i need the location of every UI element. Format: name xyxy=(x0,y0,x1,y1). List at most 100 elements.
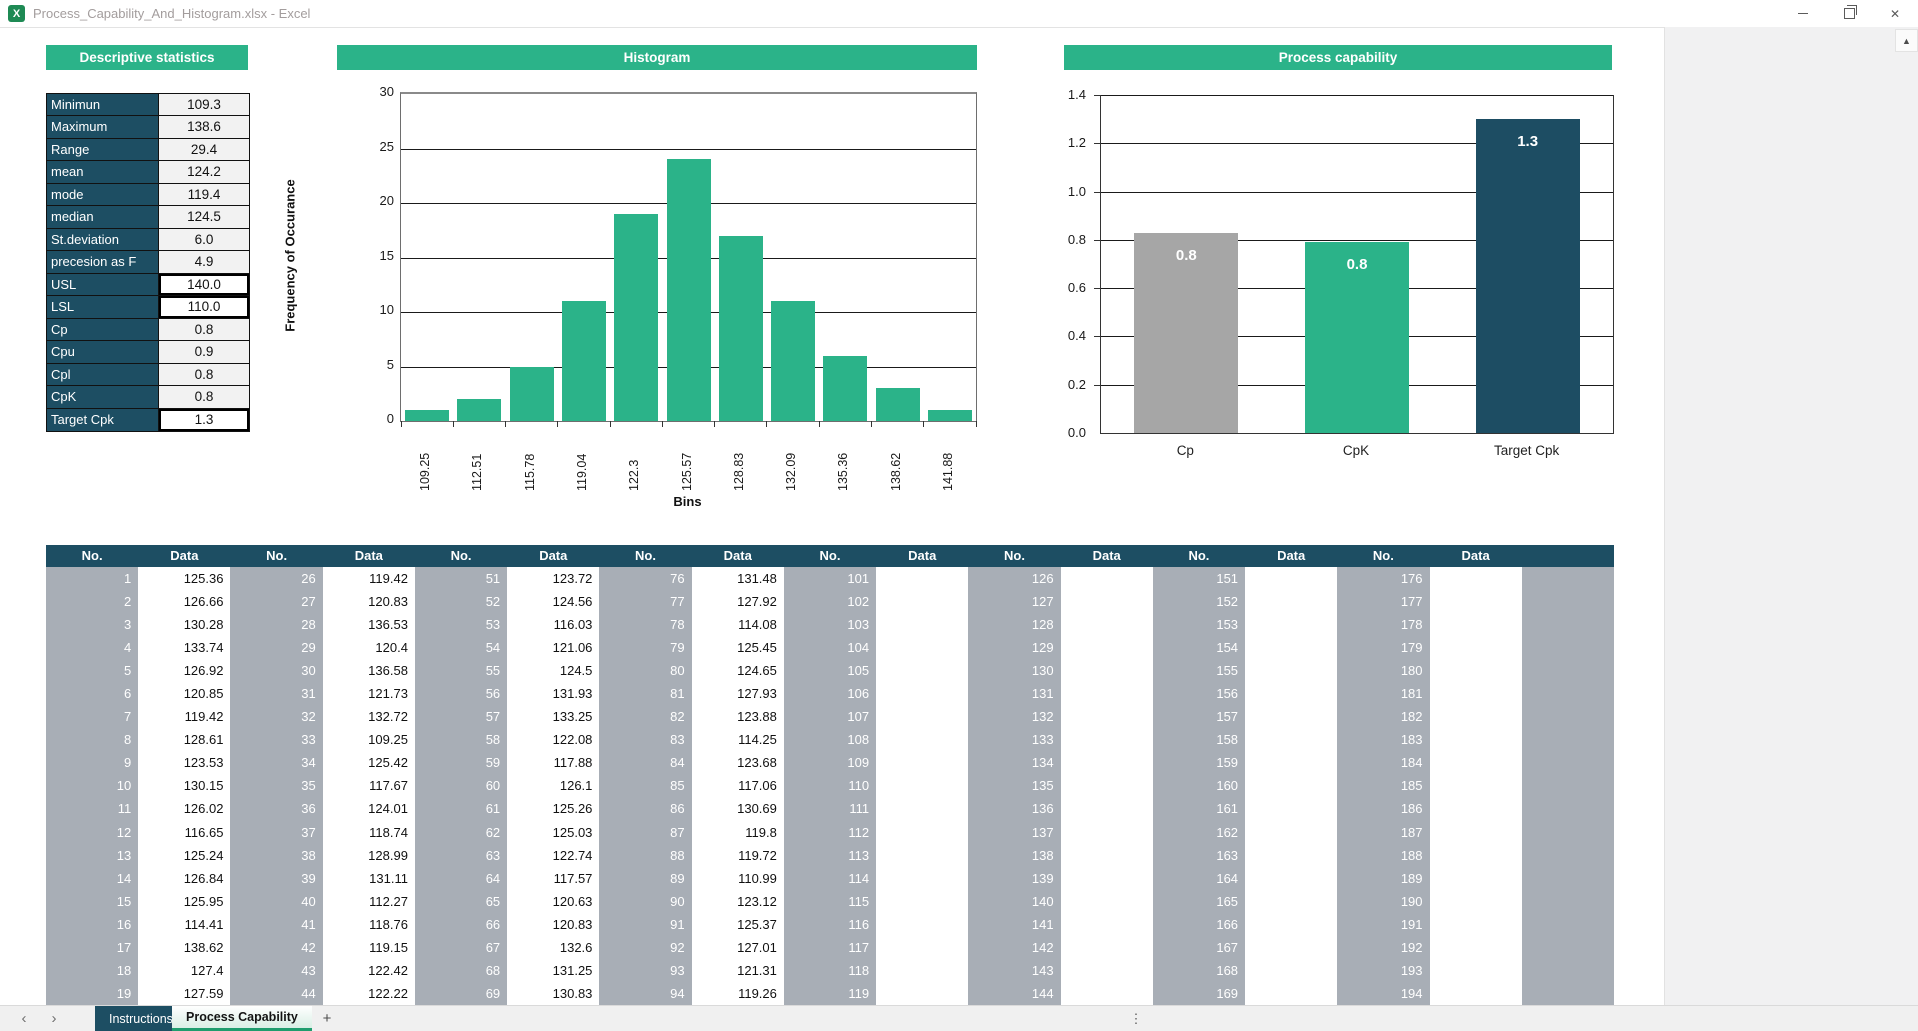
data-table-no-cell[interactable]: 108 xyxy=(783,728,877,752)
data-table-data-cell[interactable]: 119.42 xyxy=(138,705,231,729)
data-table-data-cell[interactable] xyxy=(1060,889,1153,913)
data-table-data-cell[interactable]: 126.92 xyxy=(138,659,231,683)
data-table-no-cell[interactable]: 29 xyxy=(230,636,323,660)
data-table-no-cell[interactable]: 190 xyxy=(1337,889,1430,913)
data-table-trailing-cell[interactable] xyxy=(1521,958,1614,982)
data-table-data-cell[interactable] xyxy=(1060,958,1153,982)
data-table-data-cell[interactable] xyxy=(876,958,969,982)
data-table-no-cell[interactable]: 5 xyxy=(46,659,139,683)
data-table-data-cell[interactable] xyxy=(1429,912,1522,936)
data-table-trailing-cell[interactable] xyxy=(1521,659,1614,683)
data-table-data-cell[interactable]: 126.84 xyxy=(138,866,231,890)
data-table-no-cell[interactable]: 62 xyxy=(414,820,508,844)
data-table-data-cell[interactable]: 131.25 xyxy=(507,958,600,982)
data-table-no-cell[interactable]: 53 xyxy=(414,613,508,637)
data-table-data-cell[interactable] xyxy=(876,590,969,614)
data-table-data-cell[interactable]: 119.72 xyxy=(691,843,784,867)
data-table-data-cell[interactable] xyxy=(876,751,969,775)
data-table-no-cell[interactable]: 155 xyxy=(1152,659,1246,683)
data-table-no-cell[interactable]: 36 xyxy=(230,797,323,821)
data-table-data-cell[interactable] xyxy=(876,820,969,844)
data-table-data-cell[interactable]: 132.6 xyxy=(507,935,600,959)
data-table-no-cell[interactable]: 191 xyxy=(1337,912,1430,936)
data-table-data-cell[interactable] xyxy=(876,797,969,821)
data-table-no-cell[interactable]: 164 xyxy=(1152,866,1246,890)
stats-label-cell[interactable]: median xyxy=(47,206,159,228)
data-table-no-cell[interactable]: 44 xyxy=(230,981,323,1005)
data-table-no-cell[interactable]: 113 xyxy=(783,843,877,867)
stats-value-cell[interactable]: 0.8 xyxy=(159,386,249,408)
data-table-data-cell[interactable] xyxy=(1060,567,1153,591)
data-table-no-cell[interactable]: 177 xyxy=(1337,590,1430,614)
data-table-data-cell[interactable] xyxy=(1060,935,1153,959)
stats-value-cell[interactable]: 119.4 xyxy=(159,183,249,206)
restore-button[interactable] xyxy=(1826,0,1872,27)
data-table-no-cell[interactable]: 127 xyxy=(968,590,1061,614)
data-table-no-cell[interactable]: 84 xyxy=(599,751,692,775)
data-table-trailing-cell[interactable] xyxy=(1521,774,1614,798)
data-table-data-cell[interactable]: 126.02 xyxy=(138,797,231,821)
data-table-no-cell[interactable]: 140 xyxy=(968,889,1061,913)
data-table-no-cell[interactable]: 110 xyxy=(783,774,877,798)
data-table-data-cell[interactable] xyxy=(1245,866,1338,890)
data-table-data-cell[interactable] xyxy=(876,843,969,867)
data-table-no-cell[interactable]: 68 xyxy=(414,958,508,982)
stats-label-cell[interactable]: mean xyxy=(47,161,159,183)
data-table-data-cell[interactable]: 130.83 xyxy=(507,981,600,1005)
data-table-data-cell[interactable] xyxy=(1429,590,1522,614)
data-table-no-cell[interactable]: 184 xyxy=(1337,751,1430,775)
data-table-no-cell[interactable]: 168 xyxy=(1152,958,1246,982)
data-table-data-cell[interactable] xyxy=(1245,797,1338,821)
data-table-data-cell[interactable]: 120.83 xyxy=(507,912,600,936)
data-table-data-cell[interactable] xyxy=(876,889,969,913)
data-table-no-cell[interactable]: 129 xyxy=(968,636,1061,660)
data-table-data-cell[interactable]: 109.25 xyxy=(322,728,415,752)
data-table-no-cell[interactable]: 85 xyxy=(599,774,692,798)
data-table-data-cell[interactable] xyxy=(876,613,969,637)
data-table-no-cell[interactable]: 88 xyxy=(599,843,692,867)
stats-value-cell[interactable]: 109.3 xyxy=(159,94,249,116)
tab-instructions[interactable]: Instructions xyxy=(95,1006,187,1031)
data-table-data-cell[interactable] xyxy=(1060,843,1153,867)
data-table-no-cell[interactable]: 3 xyxy=(46,613,139,637)
data-table-no-cell[interactable]: 39 xyxy=(230,866,323,890)
data-table-data-cell[interactable] xyxy=(1245,682,1338,706)
data-table-no-cell[interactable]: 112 xyxy=(783,820,877,844)
data-table-no-cell[interactable]: 166 xyxy=(1152,912,1246,936)
data-table-data-cell[interactable]: 122.08 xyxy=(507,728,600,752)
data-table-no-cell[interactable]: 58 xyxy=(414,728,508,752)
data-table-data-cell[interactable]: 125.45 xyxy=(691,636,784,660)
data-table-data-cell[interactable]: 124.01 xyxy=(322,797,415,821)
data-table-no-cell[interactable]: 187 xyxy=(1337,820,1430,844)
data-table-no-cell[interactable]: 60 xyxy=(414,774,508,798)
add-sheet-button[interactable]: + xyxy=(322,1010,332,1027)
data-table-no-cell[interactable]: 11 xyxy=(46,797,139,821)
data-table-data-cell[interactable]: 121.06 xyxy=(507,636,600,660)
data-table-no-cell[interactable]: 114 xyxy=(783,866,877,890)
data-table-no-cell[interactable]: 132 xyxy=(968,705,1061,729)
data-table-data-cell[interactable]: 124.65 xyxy=(691,659,784,683)
stats-label-cell[interactable]: LSL xyxy=(47,296,159,318)
data-table-data-cell[interactable] xyxy=(1429,682,1522,706)
data-table-data-cell[interactable] xyxy=(1429,774,1522,798)
data-table-no-cell[interactable]: 165 xyxy=(1152,889,1246,913)
data-table-no-cell[interactable]: 55 xyxy=(414,659,508,683)
data-table-data-cell[interactable] xyxy=(1060,981,1153,1005)
stats-value-cell[interactable]: 140.0 xyxy=(159,273,249,296)
data-table-data-cell[interactable] xyxy=(1060,705,1153,729)
data-table-no-cell[interactable]: 181 xyxy=(1337,682,1430,706)
data-table-no-cell[interactable]: 128 xyxy=(968,613,1061,637)
data-table-no-cell[interactable]: 90 xyxy=(599,889,692,913)
data-table-no-cell[interactable]: 106 xyxy=(783,682,877,706)
data-table-data-cell[interactable]: 119.42 xyxy=(322,567,415,591)
data-table-no-cell[interactable]: 38 xyxy=(230,843,323,867)
data-table-no-cell[interactable]: 141 xyxy=(968,912,1061,936)
data-table-data-cell[interactable] xyxy=(1429,820,1522,844)
data-table-no-cell[interactable]: 81 xyxy=(599,682,692,706)
data-table-no-cell[interactable]: 192 xyxy=(1337,935,1430,959)
data-table-data-cell[interactable] xyxy=(1245,774,1338,798)
stats-label-cell[interactable]: CpK xyxy=(47,386,159,408)
data-table-no-cell[interactable]: 13 xyxy=(46,843,139,867)
data-table-no-cell[interactable]: 188 xyxy=(1337,843,1430,867)
data-table-data-cell[interactable] xyxy=(1245,958,1338,982)
